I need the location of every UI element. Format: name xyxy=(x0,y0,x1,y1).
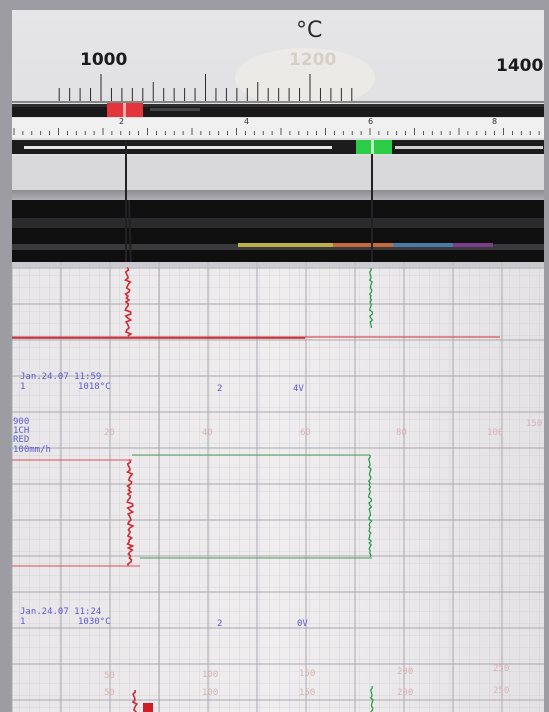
setting-range: 900 xyxy=(13,417,30,427)
print2-temperature: 1030°C xyxy=(78,617,111,627)
digit-label-2: 2 xyxy=(119,117,125,126)
print2-channel: 1 xyxy=(20,617,26,627)
setting-speed: 100mm/h xyxy=(13,445,51,455)
print1-voltage: 4V xyxy=(293,384,304,394)
print1-channel: 1 xyxy=(20,382,26,392)
print2-voltage: 0V xyxy=(297,619,308,629)
setting-color: RED xyxy=(13,435,30,445)
pen-arms xyxy=(125,140,373,269)
grid-label-80: 80 xyxy=(396,428,407,438)
grid-label-20: 20 xyxy=(104,428,115,438)
scale-label-1000: 1000 xyxy=(80,50,128,70)
unit-label: °C xyxy=(296,18,323,43)
bottom2-label-150: 150 xyxy=(299,688,316,698)
bottom-label-50: 50 xyxy=(104,671,115,681)
red-trace-middle xyxy=(125,459,135,567)
print1-temperature: 1018°C xyxy=(78,382,111,392)
bottom2-label-200: 200 xyxy=(397,688,414,698)
green-trace-middle xyxy=(367,454,373,558)
digit-label-8: 8 xyxy=(492,117,498,126)
bottom2-label-250: 250 xyxy=(493,686,510,696)
grid-label-40: 40 xyxy=(202,428,213,438)
upper-rail xyxy=(12,104,544,117)
bottom2-label-100: 100 xyxy=(202,688,219,698)
green-trace-bottom xyxy=(369,685,374,712)
digit-scale-ticks xyxy=(13,128,540,135)
digit-label-4: 4 xyxy=(244,117,250,126)
red-trace-bottom xyxy=(131,689,139,712)
red-mark-bottom xyxy=(143,703,153,712)
digit-label-6: 6 xyxy=(368,117,374,126)
bottom2-label-50: 50 xyxy=(104,688,115,698)
print2-datetime: Jan.24.07 11:24 xyxy=(20,607,102,617)
temperature-scale-ticks xyxy=(58,74,353,101)
grid-label-100: 100 xyxy=(487,428,504,438)
grid-label-150: 150 xyxy=(526,419,543,429)
setting-channel: 1CH xyxy=(13,426,30,436)
print1-datetime: Jan.24.07 11:59 xyxy=(20,372,102,382)
coiled-wire xyxy=(238,243,493,247)
bottom-label-200: 200 xyxy=(397,667,414,677)
grid-label-60: 60 xyxy=(300,428,311,438)
bottom-label-250: 250 xyxy=(493,664,510,674)
red-trace-upper xyxy=(123,267,133,337)
scale-label-1200: 1200 xyxy=(289,50,337,70)
pen-mechanism xyxy=(12,200,544,262)
print2-field2: 2 xyxy=(217,619,223,629)
green-trace-upper xyxy=(368,267,374,329)
scale-label-1400: 1400 xyxy=(496,56,544,76)
print1-field2: 2 xyxy=(217,384,223,394)
bottom-label-100: 100 xyxy=(202,670,219,680)
bottom-label-150: 150 xyxy=(299,669,316,679)
